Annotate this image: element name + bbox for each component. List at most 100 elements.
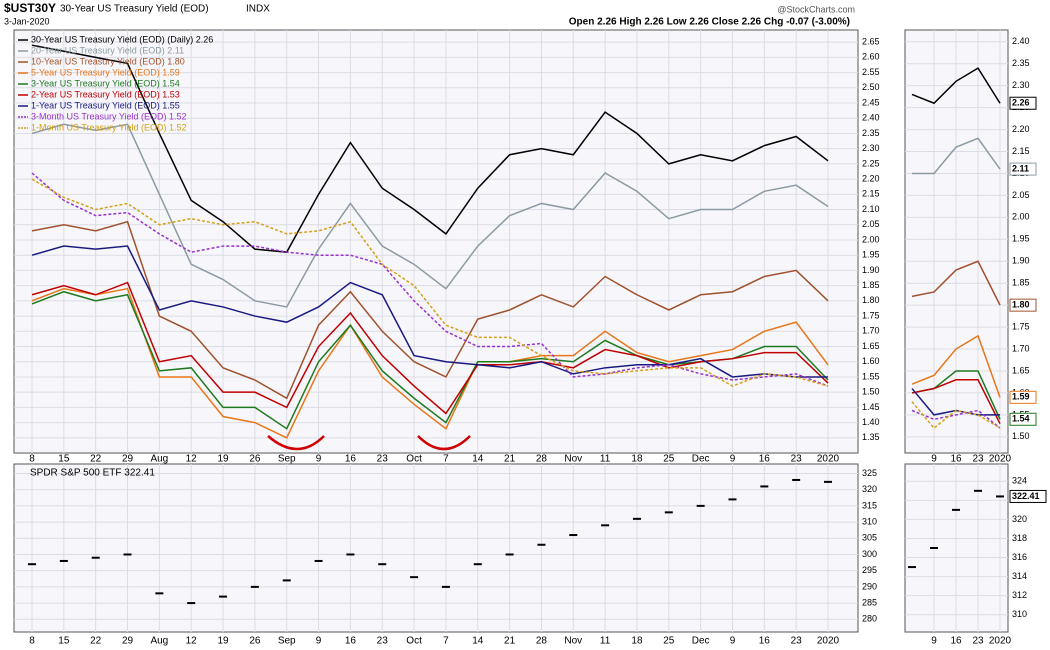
exchange: INDX <box>246 4 270 15</box>
legend-label: 2-Year US Treasury Yield (EOD) 1.53 <box>31 89 180 99</box>
x-tick-label: 8 <box>29 454 35 465</box>
x-tick-label: Oct <box>406 636 422 647</box>
x-tick-label: 16 <box>950 636 962 647</box>
x-tick-label: 9 <box>730 636 736 647</box>
x-tick-label: 9 <box>316 636 322 647</box>
y-tick-label: 1.60 <box>862 356 880 366</box>
x-tick-label: 9 <box>931 454 937 465</box>
x-tick-label: 15 <box>58 636 70 647</box>
series-line <box>911 379 1001 424</box>
y-tick-label: 1.70 <box>862 326 880 336</box>
y-tick-label: 1.50 <box>862 387 880 397</box>
legend-label: 1-Month US Treasury Yield (EOD) 1.52 <box>31 122 187 132</box>
x-tick-label: 9 <box>931 636 937 647</box>
legend-label: 30-Year US Treasury Yield (EOD) (Daily) … <box>31 34 213 44</box>
x-tick-label: 2020 <box>989 636 1012 647</box>
y-tick-label: 318 <box>1012 533 1027 543</box>
panel-title: SPDR S&P 500 ETF 322.41 <box>30 468 155 479</box>
y-tick-label: 1.55 <box>862 371 880 381</box>
y-tick-label: 1.70 <box>1012 343 1030 353</box>
series-line <box>31 178 829 387</box>
y-tick-label: 314 <box>1012 571 1027 581</box>
main-panel <box>13 29 859 454</box>
symbol-name: 30-Year US Treasury Yield (EOD) <box>60 4 209 15</box>
y-tick-label: 316 <box>1012 552 1027 562</box>
y-tick-label: 320 <box>1012 514 1027 524</box>
value-box <box>1009 412 1037 426</box>
x-tick-label: 2020 <box>817 636 840 647</box>
x-tick-label: 25 <box>663 636 675 647</box>
x-tick-label: Aug <box>150 636 168 647</box>
symbol: $UST30Y <box>4 1 56 15</box>
series-line <box>911 67 1001 105</box>
x-tick-label: Dec <box>692 636 710 647</box>
y-tick-label: 1.75 <box>1012 321 1030 331</box>
y-tick-label: 324 <box>1012 476 1027 486</box>
y-tick-label: 310 <box>862 516 877 526</box>
x-tick-label: 19 <box>217 454 229 465</box>
value-label: 1.80 <box>1012 300 1030 310</box>
y-tick-label: 290 <box>862 581 877 591</box>
y-tick-label: 2.35 <box>862 128 880 138</box>
y-tick-label: 1.90 <box>1012 256 1030 266</box>
y-tick-label: 1.95 <box>862 250 880 260</box>
value-box <box>1009 489 1047 503</box>
y-tick-label: 2.10 <box>862 204 880 214</box>
y-tick-label: 1.85 <box>862 280 880 290</box>
x-tick-label: 25 <box>663 454 675 465</box>
legend-label: 3-Year US Treasury Yield (EOD) 1.54 <box>31 78 180 88</box>
y-tick-label: 2.60 <box>862 52 880 62</box>
x-tick-label: 22 <box>90 454 102 465</box>
x-tick-label: Nov <box>564 636 582 647</box>
y-tick-label: 2.20 <box>862 173 880 183</box>
y-tick-label: 1.80 <box>862 295 880 305</box>
y-tick-label: 1.75 <box>862 310 880 320</box>
legend-label: 1-Year US Treasury Yield (EOD) 1.55 <box>31 100 180 110</box>
y-tick-label: 2.00 <box>862 234 880 244</box>
x-tick-label: 23 <box>972 454 984 465</box>
y-tick-label: 280 <box>862 614 877 624</box>
annotation-arc <box>417 435 471 451</box>
series-line <box>31 287 829 439</box>
legend-label: 3-Month US Treasury Yield (EOD) 1.52 <box>31 111 187 121</box>
y-tick-label: 1.45 <box>862 402 880 412</box>
series-line <box>31 44 829 253</box>
x-tick-label: 8 <box>29 636 35 647</box>
y-tick-label: 312 <box>1012 590 1027 600</box>
y-tick-label: 295 <box>862 565 877 575</box>
value-label: 2.26 <box>1012 98 1030 108</box>
x-tick-label: 9 <box>730 454 736 465</box>
legend-label: 20-Year US Treasury Yield (EOD) 2.11 <box>31 45 184 55</box>
value-box <box>1009 298 1037 312</box>
y-tick-label: 2.25 <box>862 158 880 168</box>
y-tick-label: 305 <box>862 533 877 543</box>
lower-panel <box>13 463 859 633</box>
series-line <box>912 137 1001 175</box>
y-tick-label: 2.15 <box>862 189 880 199</box>
x-tick-label: 15 <box>58 454 70 465</box>
y-tick-label: 2.40 <box>1012 36 1030 46</box>
x-tick-label: 11 <box>600 454 611 465</box>
y-tick-label: 2.55 <box>862 67 880 77</box>
x-tick-label: 14 <box>472 636 484 647</box>
x-tick-label: Aug <box>150 454 168 465</box>
value-label: 1.59 <box>1012 392 1030 402</box>
series-line <box>911 409 1001 429</box>
x-tick-label: 23 <box>791 454 803 465</box>
x-tick-label: 11 <box>600 636 611 647</box>
value-label: 1.54 <box>1012 414 1030 424</box>
y-tick-label: 285 <box>862 597 877 607</box>
series-line <box>911 401 1001 430</box>
series-line <box>31 220 829 400</box>
x-tick-label: 12 <box>186 636 198 647</box>
x-tick-label: 16 <box>345 636 357 647</box>
y-tick-label: 315 <box>862 500 877 510</box>
y-tick-label: 2.30 <box>1012 80 1030 90</box>
series-line <box>31 123 829 308</box>
series-line <box>31 245 828 378</box>
value-label: 2.11 <box>1012 163 1029 173</box>
y-tick-label: 300 <box>862 549 877 559</box>
x-tick-label: 23 <box>377 636 389 647</box>
x-tick-label: 21 <box>504 636 516 647</box>
x-tick-label: 16 <box>759 454 771 465</box>
